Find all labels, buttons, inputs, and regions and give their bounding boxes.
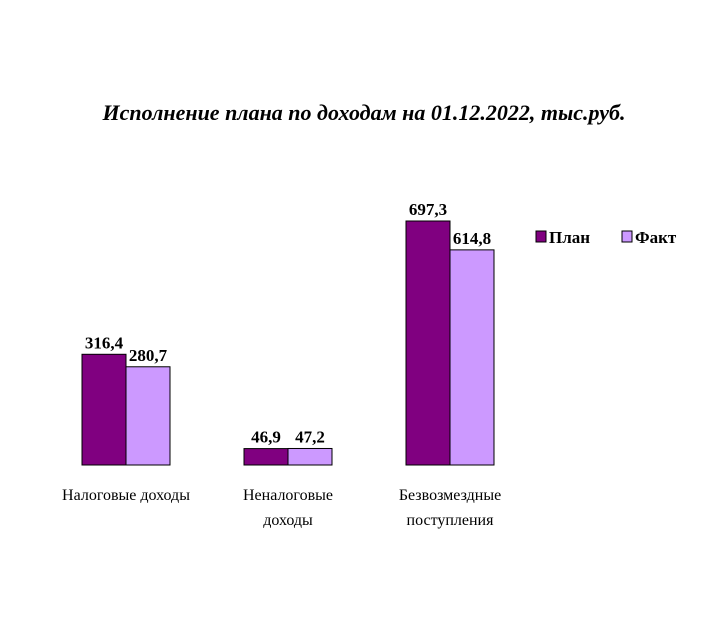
data-label: 47,2 — [295, 427, 325, 446]
bar-fact-1 — [287, 447, 333, 466]
bar-plan-0 — [81, 353, 127, 466]
legend-label: Факт — [635, 228, 677, 247]
category-label: Налоговые доходы — [41, 483, 211, 508]
category-label-line: Налоговые доходы — [62, 487, 190, 504]
legend-swatch-0 — [535, 230, 547, 243]
data-label: 46,9 — [251, 428, 281, 447]
legend-swatch-1 — [621, 230, 633, 243]
bar-plan-2 — [405, 220, 451, 466]
category-label-line: поступления — [406, 512, 494, 529]
data-label: 614,8 — [453, 229, 491, 248]
category-label: Неналоговые доходы — [203, 483, 373, 533]
data-label: 316,4 — [85, 333, 124, 352]
legend-label: План — [549, 228, 590, 247]
bar-fact-0 — [125, 366, 171, 466]
category-label: Безвозмездные поступления — [365, 483, 535, 533]
data-label: 280,7 — [129, 346, 168, 365]
bar-fact-2 — [449, 249, 495, 466]
chart-title: Исполнение плана по доходам на 01.12.202… — [102, 100, 626, 125]
data-label: 697,3 — [409, 200, 447, 219]
category-label-line: Безвозмездные — [398, 487, 502, 504]
bar-plan-1 — [243, 448, 289, 466]
category-label-line: Неналоговые — [242, 487, 333, 504]
category-label-line: доходы — [263, 512, 313, 529]
